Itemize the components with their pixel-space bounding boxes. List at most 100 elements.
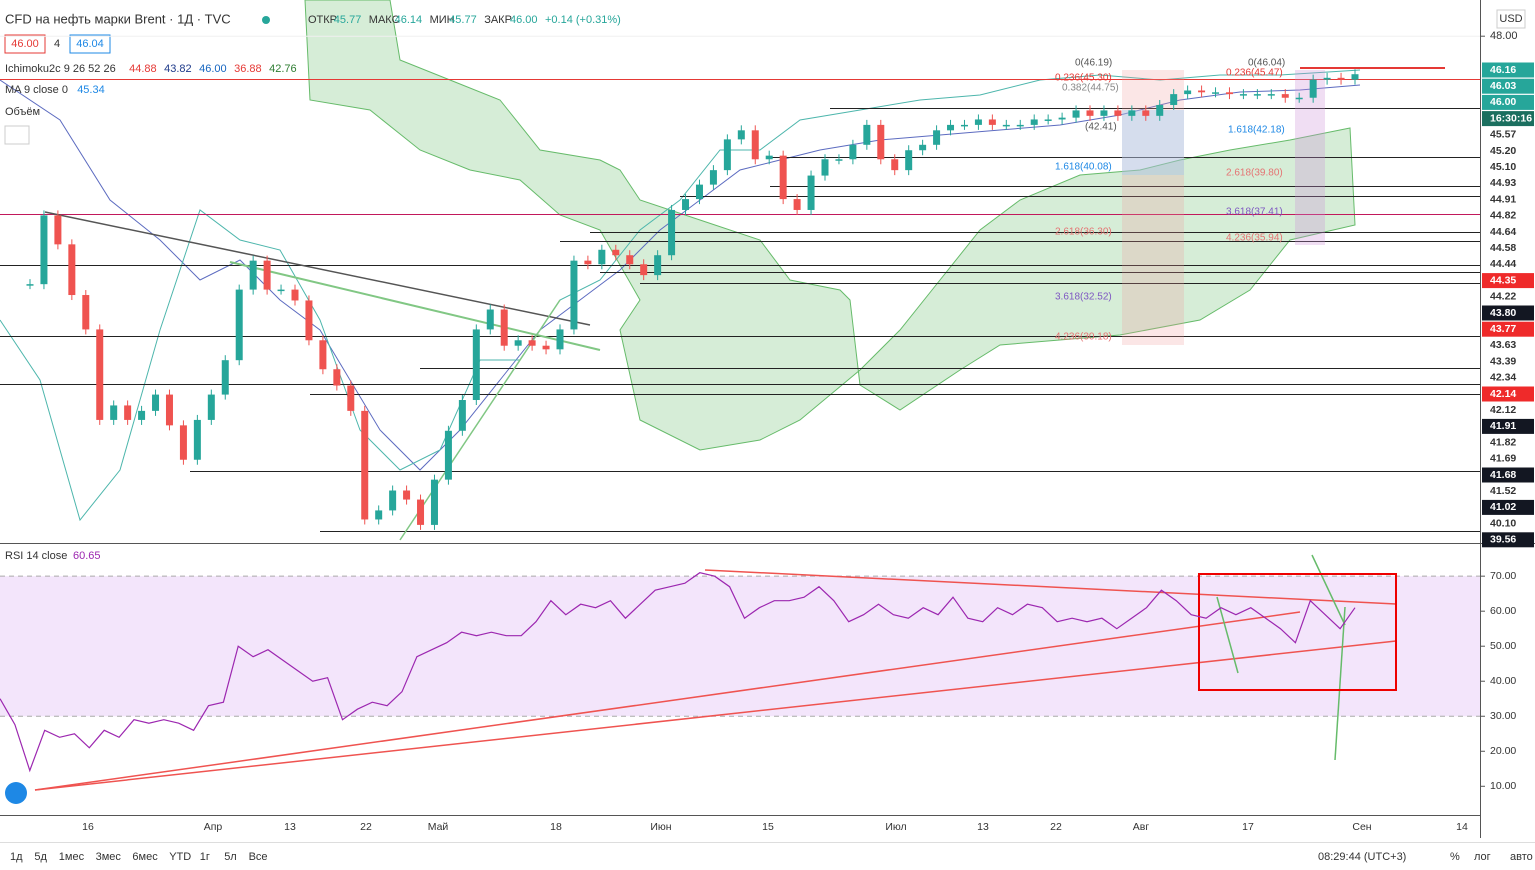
indicator-value: 42.76 [269,63,297,75]
currency-box[interactable] [1496,9,1526,29]
currency: USD [1499,13,1522,25]
y-tick-label: 30.00 [1490,710,1516,722]
price-label: 16:30:16 [1490,112,1532,124]
range-button[interactable]: 6мес [132,851,158,863]
candle-body [1142,110,1150,116]
price-label: 44.58 [1490,242,1516,254]
scale-option[interactable]: % [1450,851,1460,863]
fib-label: 2.618(39.80) [1226,168,1283,179]
symbol-title[interactable]: CFD на нефть марки Brent · 1Д · TVC [5,11,231,26]
rsi-title: RSI 14 close [5,550,67,562]
fib-label: 3.618(32.52) [1055,292,1112,303]
rsi-line [0,572,1356,773]
price-tag [1482,78,1534,94]
candle-body [1002,124,1010,127]
candle-body [1198,90,1206,93]
price-tag [1482,111,1534,127]
range-button[interactable]: 1мес [59,851,85,863]
candle-body [68,244,76,296]
candle-body [1184,90,1192,95]
fib-label: 0(46.19) [1075,58,1112,69]
candle-body [1156,104,1164,116]
candle-body [919,144,927,151]
candle-body [1239,94,1247,96]
sell-box[interactable] [4,34,46,54]
status-dot [262,16,270,24]
indicator-value: 46.00 [199,63,227,75]
price-tag [1482,321,1534,337]
candle-body [361,410,369,520]
candle-body [640,264,648,276]
price-label: 40.10 [1490,517,1516,529]
price-label: 43.80 [1490,307,1516,319]
candle-body [389,490,397,511]
candle-body [1212,92,1220,94]
candle-body [96,329,104,420]
trend-line [229,261,601,351]
candle-body [807,175,815,210]
level-lines [0,108,1480,532]
candle-body [682,199,690,210]
candle-body [1100,110,1108,116]
range-button[interactable]: 1г [200,851,210,863]
candle-body [221,360,229,395]
buy-box[interactable] [69,34,111,54]
time-label: 22 [360,821,372,833]
rsi-trend-line [1334,606,1346,761]
candle-body [974,119,982,125]
candle-body [1016,124,1024,127]
range-button[interactable]: 5л [224,851,237,863]
range-button[interactable]: YTD [169,851,191,863]
fib-label: (42.41) [1085,122,1117,133]
scale-option[interactable]: авто [1510,851,1533,863]
fib-label: 3.618(37.41) [1226,207,1283,218]
candle-body [26,284,34,286]
indicator-value: 44.88 [129,63,157,75]
ohlc-value: 45.77 [449,14,477,26]
candle-body [891,159,899,171]
price-label: 43.77 [1490,323,1516,335]
time-label: 22 [1050,821,1062,833]
fib-label: 2.618(36.30) [1055,227,1112,238]
price-label: 41.91 [1490,420,1516,432]
candle-body [737,130,745,140]
fib-label: 4.236(30.18) [1055,332,1112,343]
candle-body [1030,119,1038,125]
candle-body [1114,110,1122,116]
rsi-band [0,576,1480,717]
time-label: Сен [1352,821,1371,833]
price-tag [1482,467,1534,483]
candle-body [654,255,662,276]
range-button[interactable]: Все [249,851,268,863]
trend-line [399,299,561,541]
candle-body [430,479,438,525]
range-button[interactable]: 1д [10,851,23,863]
price-label: 44.64 [1490,226,1516,238]
fib-label: 4.236(35.94) [1226,233,1283,244]
fib-label: 1.618(42.18) [1228,125,1285,136]
time-label: 13 [284,821,296,833]
candle-body [988,119,996,125]
candle-body [514,340,522,346]
price-label: 42.14 [1490,388,1516,400]
ohlc-label: ОТКР [308,14,337,26]
candle-body [403,490,411,500]
logo[interactable] [5,782,27,804]
price-label: 41.69 [1490,453,1516,465]
range-button[interactable]: 3мес [96,851,122,863]
rsi-trend-line [1311,554,1346,626]
collapse-button[interactable] [4,125,30,145]
price-label: 44.35 [1490,274,1516,286]
candle-body [486,309,494,330]
range-button[interactable]: 5д [34,851,47,863]
candle-body [263,260,271,290]
price-label: 43.63 [1490,339,1516,351]
price-label: 43.39 [1490,355,1516,367]
candle-body [1323,77,1331,80]
ichimoku-cloud [304,0,1356,451]
candle-body [598,249,606,265]
scale-option[interactable]: лог [1474,851,1491,863]
marks [26,69,1359,530]
candle-body [779,155,787,200]
price-label: 46.00 [1490,96,1516,108]
